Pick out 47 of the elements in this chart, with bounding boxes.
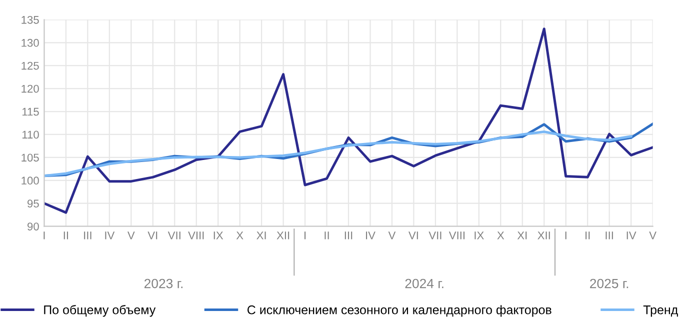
y-tick-label: 100 xyxy=(22,176,39,185)
x-tick-label: II xyxy=(324,232,329,240)
x-tick-label: VIII xyxy=(188,232,204,240)
line-series xyxy=(44,28,653,214)
x-tick-label: X xyxy=(236,232,244,240)
x-tick-label: XI xyxy=(517,232,527,240)
x-tick-label: IX xyxy=(214,232,224,240)
y-tick-label: 115 xyxy=(22,108,39,116)
x-tick-label: IV xyxy=(105,232,115,240)
legend-label: По общему объему xyxy=(44,304,156,317)
text: 2023 г. xyxy=(144,278,182,288)
y-tick-label: 110 xyxy=(22,130,39,139)
x-tick-label: VII xyxy=(428,232,442,240)
y-tick-label: 95 xyxy=(28,200,39,208)
x-tick-label: III xyxy=(344,232,352,240)
text: 2024 г. xyxy=(405,278,444,288)
x-tick-label: V xyxy=(649,232,656,240)
y-tick-label: 125 xyxy=(22,62,39,70)
x-tick-label: II xyxy=(64,232,68,240)
text: 2025 г. xyxy=(590,278,628,288)
x-tick-label: IV xyxy=(626,232,636,240)
y-tick-label: 135 xyxy=(22,16,39,24)
legend-label: Тренд xyxy=(643,306,678,317)
x-tick-label: XII xyxy=(538,232,550,240)
legend-label: С исключением сезонного и календарного факторов xyxy=(248,305,552,317)
y-tick-label: 90 xyxy=(28,222,39,230)
x-tick-label: XI xyxy=(256,232,266,240)
x-tick-label: IV xyxy=(366,232,376,240)
line-series xyxy=(44,130,632,178)
x-tick-label: III xyxy=(606,232,613,240)
x-tick-label: X xyxy=(497,232,504,240)
x-tick-label: II xyxy=(586,232,590,240)
x-tick-label: VI xyxy=(148,232,158,240)
y-tick-label: 120 xyxy=(22,84,39,93)
x-tick-label: III xyxy=(84,232,92,240)
x-tick-label: VIII xyxy=(448,232,464,240)
x-tick-label: V xyxy=(388,232,396,240)
x-tick-label: VII xyxy=(168,232,180,240)
x-tick-label: V xyxy=(127,232,135,240)
x-tick-label: I xyxy=(44,232,45,240)
x-tick-label: I xyxy=(565,232,566,240)
y-tick-label: 105 xyxy=(22,154,39,162)
x-tick-label: XII xyxy=(276,232,290,240)
x-tick-label: VI xyxy=(408,232,418,240)
x-tick-label: I xyxy=(304,232,306,240)
x-tick-label: IX xyxy=(474,232,484,240)
y-tick-label: 130 xyxy=(22,38,39,47)
